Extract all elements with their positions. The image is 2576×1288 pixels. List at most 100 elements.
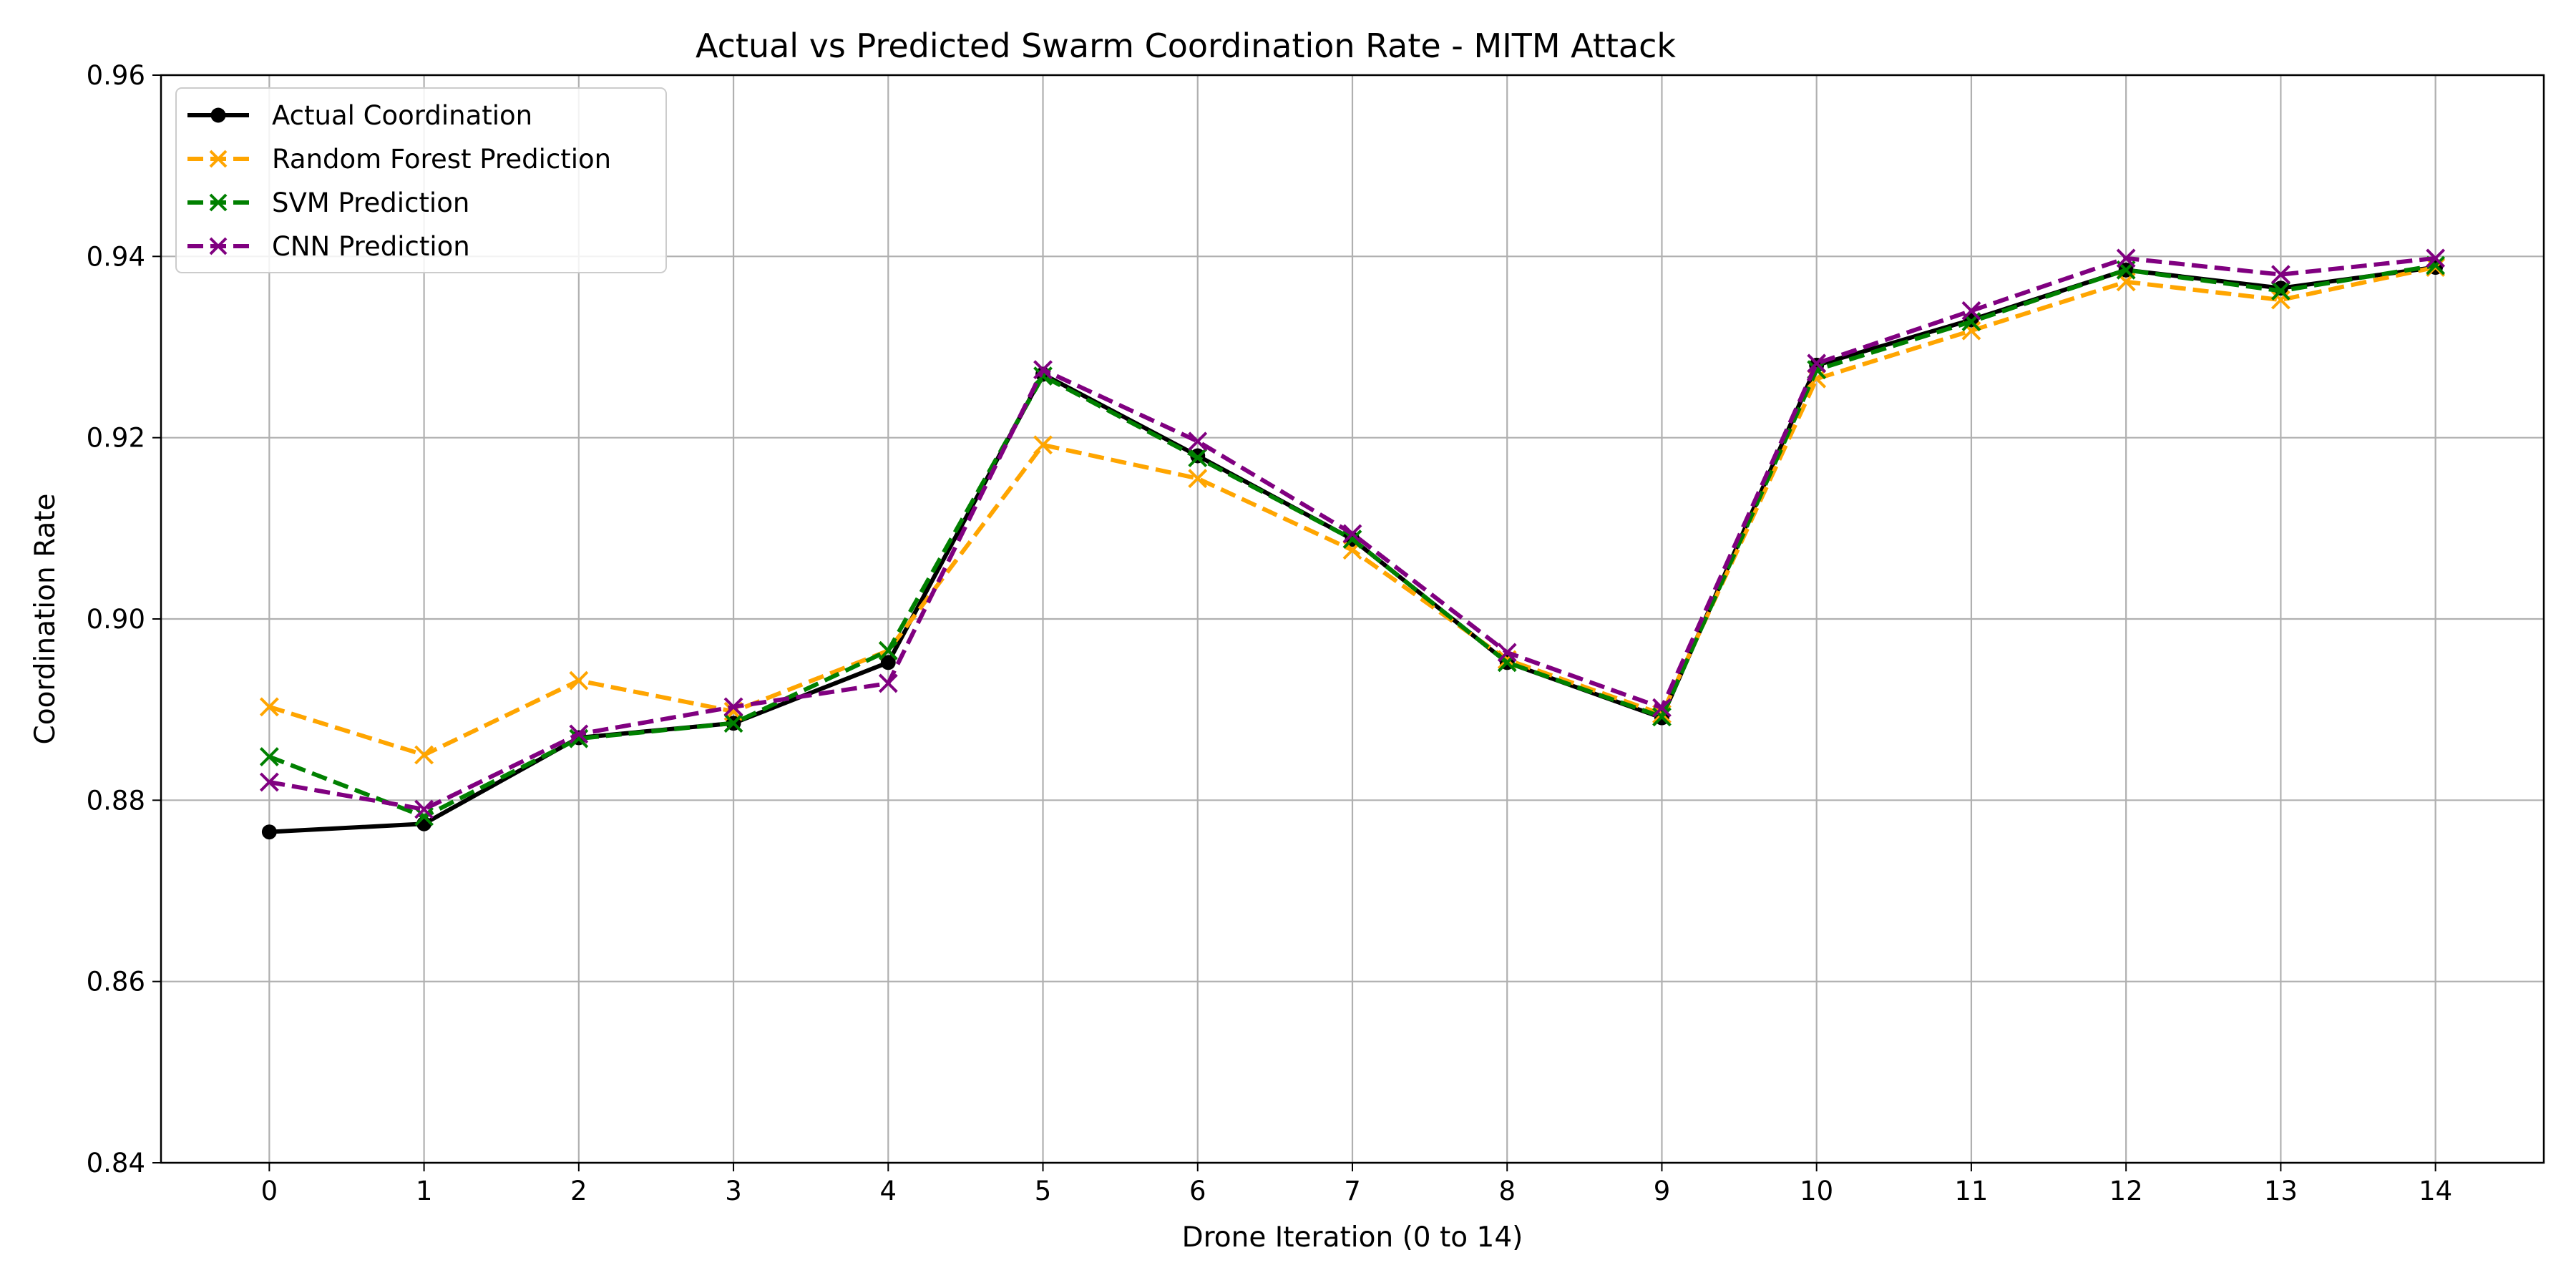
data-point-marker-stroke xyxy=(569,670,589,691)
x-tick-label: 3 xyxy=(725,1176,742,1206)
chart-title: Actual vs Predicted Swarm Coordination R… xyxy=(696,26,1676,65)
data-point-marker-stroke xyxy=(414,745,434,765)
data-point-marker-stroke xyxy=(1342,524,1362,544)
data-point-marker-stroke xyxy=(1961,301,1981,321)
data-point-marker xyxy=(259,697,279,717)
x-tick-label: 6 xyxy=(1189,1176,1206,1206)
data-point-marker-stroke xyxy=(1652,698,1672,718)
data-point-marker xyxy=(414,799,434,819)
data-point-marker-stroke xyxy=(1807,369,1827,389)
data-point-marker xyxy=(1033,360,1053,380)
x-tick-label: 9 xyxy=(1654,1176,1671,1206)
data-point-marker-stroke xyxy=(209,150,228,168)
data-point-marker-stroke xyxy=(1961,321,1981,341)
data-point-marker-stroke xyxy=(2426,255,2446,275)
x-tick-label: 0 xyxy=(261,1176,278,1206)
data-point-marker xyxy=(1961,301,1981,321)
x-tick-label: 8 xyxy=(1498,1176,1516,1206)
x-tick-label: 2 xyxy=(570,1176,587,1206)
x-tick-label: 14 xyxy=(2419,1176,2452,1206)
data-point-marker xyxy=(878,673,898,693)
x-tick-label: 13 xyxy=(2264,1176,2298,1206)
x-axis-label: Drone Iteration (0 to 14) xyxy=(1182,1221,1523,1254)
x-tick-label: 5 xyxy=(1035,1176,1052,1206)
data-point-marker-stroke xyxy=(259,697,279,717)
data-point-marker xyxy=(2270,281,2290,301)
data-point-marker xyxy=(878,640,898,660)
data-point-marker-stroke xyxy=(1342,530,1362,549)
data-point-marker-stroke xyxy=(1188,469,1208,489)
x-tick-label: 7 xyxy=(1344,1176,1361,1206)
data-point-marker xyxy=(210,107,226,123)
legend-entry: Random Forest Prediction xyxy=(187,144,611,175)
data-point-marker xyxy=(723,697,743,717)
legend-label: CNN Prediction xyxy=(272,231,470,262)
y-tick-label: 0.94 xyxy=(87,241,145,272)
data-point-marker xyxy=(1652,707,1672,727)
data-point-marker xyxy=(1497,643,1517,663)
legend-label: Actual Coordination xyxy=(272,100,532,131)
data-point-marker xyxy=(209,150,228,168)
legend-box xyxy=(175,87,667,273)
data-point-marker-stroke xyxy=(1188,448,1208,467)
y-tick-label: 0.84 xyxy=(87,1148,145,1179)
data-point-marker-stroke xyxy=(414,799,434,819)
data-point-marker-stroke xyxy=(2270,290,2290,310)
data-point-marker xyxy=(414,745,434,765)
data-point-marker-stroke xyxy=(723,697,743,717)
data-point-marker-stroke xyxy=(1807,353,1827,374)
legend: Actual Coordination Random Forest Predict… xyxy=(175,87,667,273)
series-layer xyxy=(259,248,2446,840)
data-point-marker xyxy=(1033,435,1053,455)
legend-label: SVM Prediction xyxy=(272,187,469,218)
data-point-marker xyxy=(880,655,896,670)
data-point-marker xyxy=(723,713,743,733)
data-point-marker-stroke xyxy=(2270,281,2290,301)
data-point-marker xyxy=(1807,353,1827,374)
series-group xyxy=(259,248,2446,819)
data-point-marker xyxy=(1188,431,1208,452)
legend-entry: Actual Coordination xyxy=(187,100,532,131)
x-tick-label: 4 xyxy=(880,1176,897,1206)
data-point-marker-stroke xyxy=(1033,360,1053,380)
x-tick-label: 11 xyxy=(1954,1176,1988,1206)
data-point-marker xyxy=(261,824,277,840)
data-point-marker xyxy=(414,806,434,826)
data-point-marker xyxy=(2426,248,2446,268)
data-point-marker xyxy=(259,772,279,792)
y-axis-label: Coordination Rate xyxy=(29,493,62,744)
tick-layer: 0 1 2 3 4 5 6 7 8 9 10 11 12 13 140.840.860.880.900.92… xyxy=(87,60,2453,1206)
data-point-marker-stroke xyxy=(209,193,228,212)
data-point-marker-stroke xyxy=(1652,707,1672,727)
data-point-marker-stroke xyxy=(259,772,279,792)
data-point-marker xyxy=(209,237,228,255)
x-tick-label: 10 xyxy=(1800,1176,1833,1206)
data-point-marker xyxy=(1342,530,1362,549)
data-point-marker xyxy=(209,193,228,212)
data-point-marker-stroke xyxy=(1497,643,1517,663)
data-point-marker xyxy=(2270,290,2290,310)
data-point-marker-stroke xyxy=(209,237,228,255)
data-point-marker-stroke xyxy=(2116,248,2136,268)
x-tick-label: 12 xyxy=(2109,1176,2143,1206)
data-point-marker-stroke xyxy=(1033,435,1053,455)
y-tick-label: 0.92 xyxy=(87,423,145,454)
data-point-marker-stroke xyxy=(414,806,434,826)
data-point-marker-stroke xyxy=(878,673,898,693)
x-tick-label: 1 xyxy=(416,1176,433,1206)
data-point-marker xyxy=(569,670,589,691)
series-group xyxy=(259,255,2446,826)
y-tick-label: 0.88 xyxy=(87,785,145,816)
data-point-marker xyxy=(2116,248,2136,268)
legend-entry: SVM Prediction xyxy=(187,187,469,218)
data-point-marker xyxy=(1188,469,1208,489)
data-point-marker xyxy=(1342,524,1362,544)
data-point-marker-stroke xyxy=(878,640,898,660)
legend-entry: CNN Prediction xyxy=(187,231,470,262)
y-tick-label: 0.90 xyxy=(87,604,145,635)
data-point-marker xyxy=(2270,265,2290,285)
data-point-marker xyxy=(1652,698,1672,718)
data-point-marker xyxy=(1188,448,1208,467)
